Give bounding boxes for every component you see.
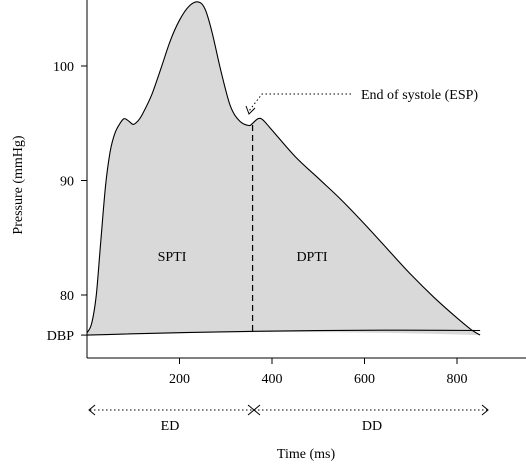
pressure-curve: [86, 1, 481, 336]
esp-leader-line: [248, 93, 351, 112]
y-tick-label: 80: [60, 289, 74, 304]
dd-interval-arrow: [253, 404, 489, 416]
y-tick-label: DBP: [47, 329, 74, 344]
y-tick-label: 90: [60, 175, 74, 190]
x-tick-label: 400: [262, 372, 283, 387]
x-axis-label: Time (ms): [277, 447, 336, 462]
x-tick-label: 200: [169, 372, 190, 387]
dpti-label: DPTI: [296, 250, 327, 265]
y-tick-label: 100: [53, 60, 74, 75]
spti-label: SPTI: [158, 250, 187, 265]
esp-label: End of systole (ESP): [361, 88, 478, 103]
x-tick-label: 800: [447, 372, 468, 387]
dbp-baseline-curve: [86, 329, 481, 336]
y-tick-label: SBP: [49, 0, 74, 1]
dd-label: DD: [362, 419, 382, 434]
ed-label: ED: [161, 419, 180, 434]
pressure-area-fill: [87, 1, 481, 336]
y-axis-label: Pressure (mmHg): [11, 135, 26, 234]
ed-interval-arrow: [88, 404, 255, 416]
esp-arrow-head: [245, 105, 256, 115]
x-tick-label: 600: [354, 372, 375, 387]
